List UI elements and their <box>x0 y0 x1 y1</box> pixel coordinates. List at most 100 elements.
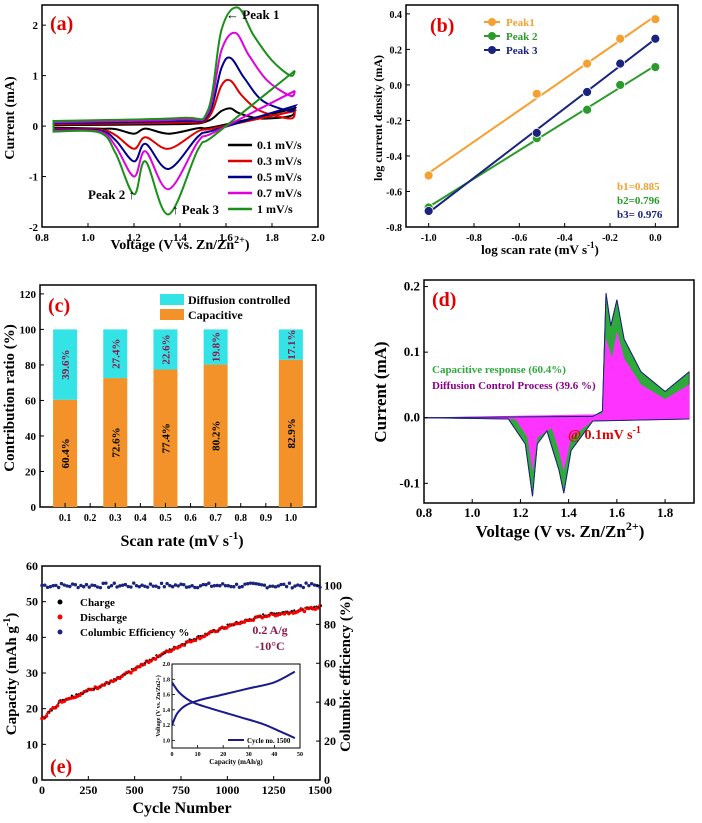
panel-d-ticks: 0.8 1.0 1.2 1.4 1.6 1.8 0.2 0.1 0.0 -0.1 <box>399 279 673 520</box>
efficiency-point <box>115 585 119 589</box>
efficiency-point <box>98 585 103 590</box>
panel-a-ytick-label: 0 <box>33 121 39 133</box>
inset-frame <box>171 663 301 749</box>
panel-c-ticks: 0.1 0.2 0.3 0.4 0.5 0.6 0.7 0.8 0.9 1.0 120 100 80 60… <box>20 289 298 524</box>
efficiency-point <box>182 583 186 587</box>
efficiency-point <box>157 585 161 590</box>
panel-a-ytick-label: -1 <box>29 172 38 184</box>
legend-marker-b <box>488 32 496 40</box>
efficiency-point <box>229 584 233 589</box>
panel-e-y2label: Columbic efficiency (%) <box>338 596 354 752</box>
charge-point <box>293 609 296 612</box>
efficiency-point <box>48 584 53 589</box>
efficiency-point <box>65 584 69 588</box>
efficiency-point <box>173 583 178 587</box>
panel-b-xlabel-end: ) <box>595 242 599 257</box>
panel-b-xlabel: log scan rate (mV s-1) <box>481 240 599 257</box>
efficiency-point <box>257 582 261 586</box>
panel-b-legend: Peak1 Peak 2 Peak 3 <box>484 17 538 57</box>
data-point-Peak1 <box>423 170 434 181</box>
bar-value-label: 22.6% <box>160 334 172 364</box>
fit-slope-label: b3= 0.976 <box>617 209 663 221</box>
efficiency-point <box>84 582 89 587</box>
panel-a-xtick-label: 1.8 <box>265 232 279 244</box>
panel-c-xtick-label: 0.1 <box>59 513 72 524</box>
efficiency-point <box>207 581 211 585</box>
panel-e-label: (e) <box>50 756 72 778</box>
efficiency-point <box>243 582 247 586</box>
panel-d-legend-capacitive: Capacitive response (60.4%) <box>432 364 566 376</box>
panel-e-xtick-label: 1000 <box>215 783 239 797</box>
panel-d-ytick-label: 0.2 <box>404 279 420 294</box>
inset-ytick-label: 1.2 <box>163 723 171 729</box>
efficiency-point <box>145 585 150 589</box>
discharge-point <box>302 609 307 614</box>
panel-c-xlabel-main: Scan rate (mV s <box>120 533 229 550</box>
bar-value-label: 39.6% <box>60 349 72 379</box>
panel-d-ytick-label: 0.1 <box>404 344 420 359</box>
bar-value-label: 17.1% <box>286 329 298 359</box>
panel-e-right-ytick-label: 100 <box>324 578 342 592</box>
efficiency-point <box>265 586 269 590</box>
legend-label-e: Charge <box>80 597 115 609</box>
efficiency-point <box>165 581 169 586</box>
efficiency-point <box>51 584 55 588</box>
panel-e-ylabel-main: Capacity (mAh g <box>4 626 20 736</box>
panel-e-right-ytick-label: 80 <box>324 617 336 631</box>
data-point-Peak2 <box>582 104 593 115</box>
panel-b-ticks: -1.0 -0.8 -0.6 -0.4 -0.2 0.0 0.4 0.2 0.0 -0.2 -0.4… <box>386 10 661 244</box>
panel-c: 60.4% 39.6% 72.6% 27.4% 77.4% 22.6% 80.2% 19.8%… <box>2 284 317 550</box>
data-point-Peak2 <box>650 62 661 73</box>
panel-c-ytick-label: 20 <box>25 466 37 478</box>
panel-d-ytick-label: 0.0 <box>404 410 420 425</box>
efficiency-point <box>70 582 75 586</box>
panel-a-ytick-label: 1 <box>33 71 39 83</box>
legend-label-a: 1 mV/s <box>257 202 293 216</box>
panel-c-xtick-label: 0.5 <box>159 513 172 524</box>
charge-point <box>188 638 191 641</box>
efficiency-point <box>132 581 136 585</box>
panel-a: 0.8 1.0 1.2 1.4 1.6 1.8 2.0 2 1 0 -1 -2 (a) ← Peak … <box>3 4 325 253</box>
panel-c-xtick-label: 1.0 <box>285 513 298 524</box>
efficiency-point <box>271 584 275 588</box>
panel-a-ytick-label: -2 <box>29 222 39 234</box>
efficiency-point <box>151 584 155 588</box>
panel-b-ytick-label: 0.2 <box>390 45 403 56</box>
bar-diffusion-controlled <box>103 329 128 379</box>
panel-e-ytick-label: 0 <box>32 773 38 787</box>
panel-b-xtick-label: -0.4 <box>557 233 573 244</box>
panel-e-right-ytick-label: 60 <box>324 656 336 670</box>
panel-e-ytick-label: 20 <box>26 702 38 716</box>
panel-a-xlabel: Voltage (V vs. Zn/Zn2+) <box>110 235 249 253</box>
inset-legend-label: Cycle no. 1500 <box>247 737 291 745</box>
panel-b-xlabel-sup: -1 <box>587 240 595 250</box>
efficiency-point <box>126 584 130 589</box>
panel-a-ylabel: Current (mA) <box>3 76 18 160</box>
panel-a-ytick-label: 2 <box>33 20 39 32</box>
panel-b-xtick-label: -0.2 <box>602 233 618 244</box>
efficiency-point <box>170 585 175 589</box>
panel-e-ylabel-sup: -1 <box>2 618 13 626</box>
efficiency-point <box>309 581 314 586</box>
data-point-Peak1 <box>531 88 542 99</box>
efficiency-point <box>259 583 264 587</box>
panel-c-ytick-label: 120 <box>20 289 37 301</box>
panel-d-scan-main: @ 0.1mV s <box>568 428 633 443</box>
efficiency-point <box>162 585 167 589</box>
inset-xtick-label: 0 <box>171 752 174 758</box>
panel-d-plot <box>423 293 690 497</box>
panel-d-xtick-label: 1.4 <box>561 505 578 520</box>
efficiency-point <box>318 585 322 589</box>
panel-b: -1.0 -0.8 -0.6 -0.4 -0.2 0.0 0.4 0.2 0.0 -0.2 -0.4… <box>371 4 679 257</box>
legend-marker-e <box>57 599 63 605</box>
panel-a-xtick-label: 1.2 <box>127 232 141 244</box>
peak1-text: Peak 1 <box>242 7 279 22</box>
efficiency-point <box>254 582 258 586</box>
efficiency-point <box>168 583 172 588</box>
panel-e-right-ytick-label: 40 <box>324 695 336 709</box>
cv-curve-1mVs <box>52 6 296 216</box>
panel-c-xlabel-sup: -1 <box>229 530 238 542</box>
cv-curve-05mVs <box>52 56 299 170</box>
efficiency-point <box>251 581 255 586</box>
panel-b-ytick-label: -0.6 <box>386 187 402 198</box>
